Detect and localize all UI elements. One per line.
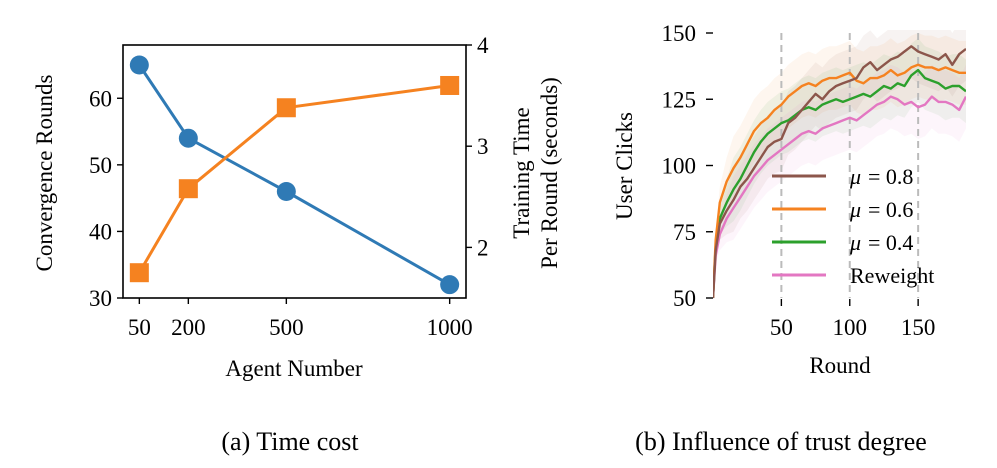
legend-label-value: = 0.6	[868, 197, 913, 222]
panel-b-y-tick-label: 100	[662, 154, 697, 179]
legend-label-value: = 0.4	[868, 230, 913, 255]
panel-a-x-tick-label: 1000	[427, 315, 473, 340]
panel-a-plot-frame	[122, 44, 467, 299]
panel-b-series-lines	[713, 45, 966, 299]
panel-b-y-tick-label: 150	[662, 21, 697, 46]
panel-b-y-tick-label: 125	[662, 87, 697, 112]
training-time-line	[138, 84, 450, 274]
convergence-rounds-point	[129, 55, 149, 75]
panel-a-time-cost: 50 200 500 1000 30 40 50 60 2 3 4 Agent Number Con…	[32, 33, 562, 456]
panel-b-confidence-band	[713, 33, 966, 298]
panel-b-series-line	[713, 45, 966, 299]
panel-a-y-tick-label-left: 30	[89, 286, 112, 311]
panel-b-y-axis-label: User Clicks	[612, 112, 637, 220]
panel-b-caption: (b) Influence of trust degree	[635, 427, 927, 456]
panel-b-series-line	[713, 68, 966, 299]
legend-label: Reweight	[850, 263, 934, 288]
panel-a-x-tick-label: 200	[171, 315, 206, 340]
panel-b-ticks: 50 75 100 125 150 50 100 150	[662, 21, 936, 340]
panel-a-series-lines	[138, 64, 451, 287]
panel-b-series-line	[713, 95, 966, 299]
convergence-rounds-point	[440, 275, 460, 295]
training-time-point	[129, 263, 149, 283]
panel-a-y-tick-label-left: 50	[89, 153, 112, 178]
training-time-point	[178, 179, 198, 199]
legend-label-mu: μ	[849, 197, 861, 222]
convergence-rounds-line	[138, 64, 451, 287]
panel-b-x-tick-label: 150	[901, 315, 936, 340]
panel-a-y-tick-label-right: 4	[477, 33, 489, 58]
panel-a-y-tick-label-right: 2	[477, 235, 489, 260]
panel-b-x-tick-label: 100	[833, 315, 868, 340]
panel-a-y-tick-label-right: 3	[477, 134, 489, 159]
legend-label-mu: μ	[849, 230, 861, 255]
convergence-rounds-point	[178, 128, 198, 148]
panel-b-vertical-gridlines	[780, 33, 920, 298]
panel-b-series-line	[713, 63, 966, 299]
panel-b-confidence-band	[713, 64, 966, 298]
legend-label-mu: μ	[849, 164, 861, 189]
panel-a-y-tick-label-left: 60	[89, 86, 112, 111]
panel-a-y-axis-label-right-line2: Per Round (seconds)	[537, 77, 562, 269]
panel-a-y-axis-label-left: Convergence Rounds	[32, 74, 57, 271]
panel-a-x-tick-label: 500	[269, 315, 304, 340]
panel-b-y-tick-label: 50	[673, 286, 696, 311]
panel-a-caption: (a) Time cost	[221, 427, 359, 456]
panel-b-y-tick-label: 75	[673, 220, 696, 245]
panel-b-legend: μ = 0.8 μ = 0.6 μ = 0.4 Reweight	[772, 164, 934, 288]
panel-a-y-tick-label-left: 40	[89, 219, 112, 244]
training-time-point	[276, 98, 296, 118]
panel-a-ticks: 50 200 500 1000 30 40 50 60 2 3 4	[89, 33, 489, 340]
panel-b-x-tick-label: 50	[770, 315, 793, 340]
panel-a-y-axis-label-right-line1: Training Time	[509, 107, 534, 238]
convergence-rounds-point	[276, 181, 296, 201]
legend-label-value: = 0.8	[868, 164, 913, 189]
panel-a-series-markers	[129, 55, 460, 295]
panel-a-x-tick-label: 50	[128, 315, 151, 340]
panel-a-x-axis-label: Agent Number	[225, 356, 363, 381]
training-time-point	[440, 75, 460, 95]
panel-b-x-axis-label: Round	[809, 353, 871, 378]
